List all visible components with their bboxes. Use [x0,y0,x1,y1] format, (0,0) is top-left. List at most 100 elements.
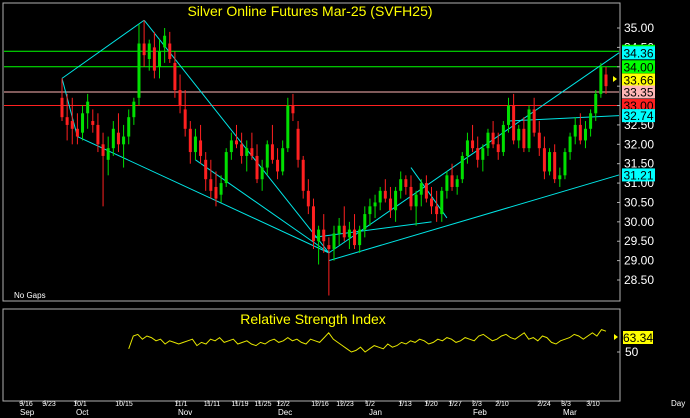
candle-body [65,117,69,125]
x-day-label: 11/19 [232,401,249,408]
candle-body [163,35,167,48]
candle-body [168,43,172,60]
candle-body [270,144,274,160]
candle-body [517,128,521,141]
x-day-label: 1/27 [448,401,462,408]
x-month-label: Feb [473,408,487,417]
candle-body [404,179,408,187]
candle-body [250,148,254,156]
candle-body [327,245,331,249]
candle-body [548,152,552,172]
candle-body [430,198,434,207]
price-y-tick: 31.50 [624,157,654,171]
x-day-label: 1/13 [398,401,412,408]
candle-body [193,136,197,153]
rsi-path [128,329,607,353]
rsi-y-tick-50: 50 [625,345,639,359]
price-tag-box [622,85,655,99]
x-day-label: 12/16 [311,401,329,408]
candle-body [199,140,203,156]
candle-body [219,183,223,195]
rsi-last-value: 63.34 [623,331,653,345]
candle-body [583,128,587,141]
candle-body [506,105,510,125]
x-axis-unit: Day [671,399,685,408]
trendline [328,52,620,254]
x-day-label: 1/2 [365,401,375,408]
candle-body [96,124,100,145]
price-tag-label: 34.00 [623,60,653,74]
rsi-line [128,329,620,353]
candle-body [152,47,156,71]
candle-body [465,140,469,156]
candle-body [106,148,110,160]
candle-body [81,113,85,133]
price-tag-box [622,99,655,113]
candle-body [424,183,428,199]
candle-body [496,144,500,153]
candle-body [409,186,413,207]
candle-body [317,229,321,242]
candle-body [342,225,346,238]
candle-body [91,121,95,125]
candle-body [70,121,74,129]
candle-body [224,152,228,184]
trendline [61,19,145,79]
x-day-label: 12/2 [276,401,290,408]
candle-body [296,128,300,160]
x-day-label: 11/25 [255,401,272,408]
x-day-label: 11/1 [174,401,187,408]
candle-body [486,132,490,149]
candle-body [363,214,367,230]
candle-body [383,190,387,199]
candle-body [476,148,480,160]
candle-body [399,179,403,191]
candle-body [599,66,603,94]
price-tag-box [622,46,655,60]
x-day-label: 2/3 [472,401,482,408]
candle-body [209,179,213,191]
price-tag-label: 33.66 [623,73,653,87]
candle-body [388,198,392,211]
candle-body [573,124,577,137]
x-month-label: Dec [278,408,292,417]
trendline [61,78,78,137]
candle-body [455,179,459,187]
price-y-tick: 30.00 [624,215,654,229]
candle-body [75,128,79,137]
candle-body [445,175,449,191]
candle-body [568,136,572,153]
no-gaps-note: No Gaps [14,291,46,300]
candle-body [234,140,238,145]
price-panel [2,2,621,302]
candle-body [173,62,177,91]
x-day-label: 3/10 [586,401,600,408]
candle-body [491,132,495,145]
candle-body [322,229,326,242]
candle-body [204,159,208,180]
price-tag-label: 34.36 [623,46,653,60]
candle-body [378,190,382,203]
candle-body [419,183,423,195]
candle-body [589,113,593,129]
candle-body [116,132,120,145]
candle-body [347,229,351,238]
x-month-label: Mar [563,408,577,417]
price-tag-label: 31.21 [623,168,653,182]
candle-body [353,229,357,246]
price-y-tick: 32.00 [624,137,654,151]
x-day-label: 10/15 [115,401,133,408]
candle-body [245,148,249,156]
x-day-label: 11/11 [204,401,221,408]
trendline [508,115,620,122]
candle-body [358,229,362,246]
candle-body [255,155,259,180]
candle-body [301,159,305,191]
candle-body [281,148,285,172]
candlesticks [60,20,608,296]
rsi-last-value-box [623,331,653,344]
price-tag-box [622,109,655,123]
candle-body [132,101,136,118]
candle-body [60,97,64,118]
candle-body [183,109,187,129]
